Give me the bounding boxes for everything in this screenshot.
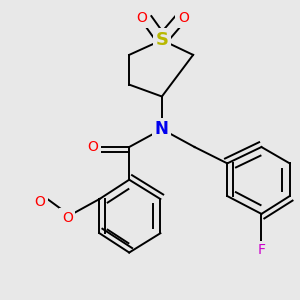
Text: O: O [34,195,46,209]
Text: O: O [178,11,189,25]
Text: O: O [136,11,147,25]
Text: F: F [257,243,266,257]
Text: S: S [155,31,168,49]
Text: O: O [88,140,98,154]
Text: N: N [155,120,169,138]
Text: O: O [62,211,73,225]
